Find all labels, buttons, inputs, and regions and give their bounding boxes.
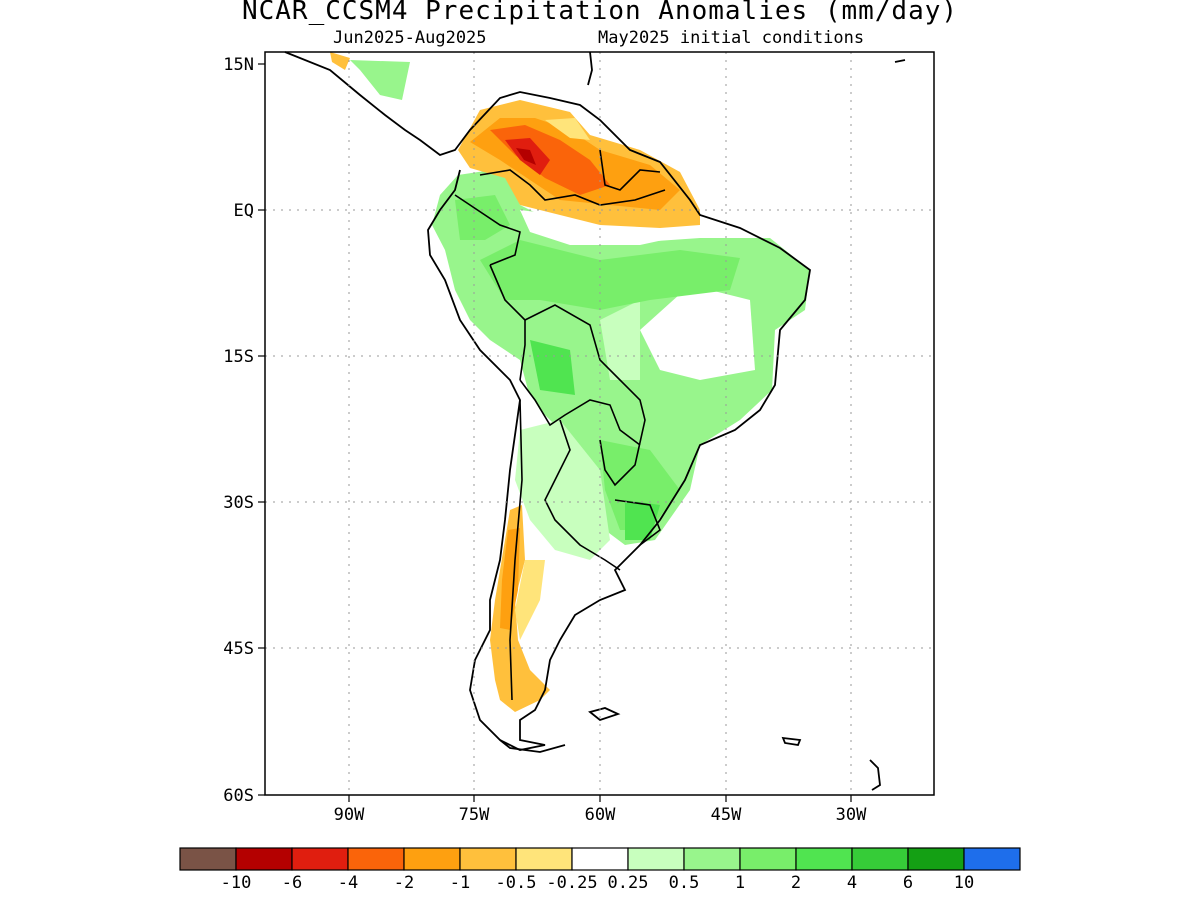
- lat-label: 30S: [223, 493, 254, 513]
- country-borders: [454, 149, 666, 701]
- lat-label: 45S: [223, 639, 254, 659]
- colorbar-label: 6: [903, 873, 913, 893]
- colorbar-label: -2: [394, 873, 414, 893]
- lon-ticks: [348, 795, 852, 802]
- colorbar-swatch: [179, 847, 237, 871]
- negative-anomaly-north: [330, 52, 700, 228]
- lat-ticks: [258, 63, 265, 796]
- lon-label: 90W: [334, 805, 365, 825]
- lat-label: 60S: [223, 786, 254, 806]
- colorbar-swatch: [571, 847, 629, 871]
- neutral-band: [520, 210, 700, 245]
- colorbar-swatch: [347, 847, 405, 871]
- colorbar-swatch: [403, 847, 461, 871]
- lat-label: EQ: [234, 201, 254, 221]
- positive-anomaly-field: [350, 60, 810, 560]
- colorbar-label: 0.25: [608, 873, 649, 893]
- colorbar-label: 0.5: [669, 873, 700, 893]
- colorbar-label: 10: [954, 873, 974, 893]
- colorbar-swatch: [739, 847, 797, 871]
- colorbar-swatch: [683, 847, 741, 871]
- colorbar-label: -0.5: [496, 873, 537, 893]
- colorbar-label: 4: [847, 873, 857, 893]
- colorbar-label: -1: [450, 873, 470, 893]
- colorbar-swatch: [291, 847, 349, 871]
- colorbar: -10 -6 -4 -2 -1 -0.5 -0.25 0.25 0.5 1 2 4 6 10: [179, 847, 1021, 893]
- colorbar-swatch: [963, 847, 1021, 871]
- colorbar-label: -4: [338, 873, 358, 893]
- colorbar-swatch: [907, 847, 965, 871]
- colorbar-swatch: [459, 847, 517, 871]
- colorbar-swatch: [851, 847, 909, 871]
- lat-label: 15N: [223, 55, 254, 75]
- colorbar-swatch: [515, 847, 573, 871]
- lon-label: 60W: [585, 805, 616, 825]
- colorbar-label: 1: [735, 873, 745, 893]
- lon-label: 45W: [711, 805, 742, 825]
- colorbar-label: 2: [791, 873, 801, 893]
- colorbar-swatch: [795, 847, 853, 871]
- lon-label: 30W: [836, 805, 867, 825]
- chart-title: NCAR_CCSM4 Precipitation Anomalies (mm/d…: [241, 0, 959, 26]
- initial-conditions-subtitle: May2025 initial conditions: [598, 28, 865, 48]
- colorbar-swatch: [235, 847, 293, 871]
- colorbar-label: -6: [282, 873, 302, 893]
- season-subtitle: Jun2025-Aug2025: [333, 28, 487, 48]
- negative-anomaly-south: [490, 505, 550, 712]
- colorbar-label: -10: [221, 873, 252, 893]
- lat-label: 15S: [223, 347, 254, 367]
- colorbar-swatch: [627, 847, 685, 871]
- lon-label: 75W: [459, 805, 490, 825]
- colorbar-label: -0.25: [546, 873, 597, 893]
